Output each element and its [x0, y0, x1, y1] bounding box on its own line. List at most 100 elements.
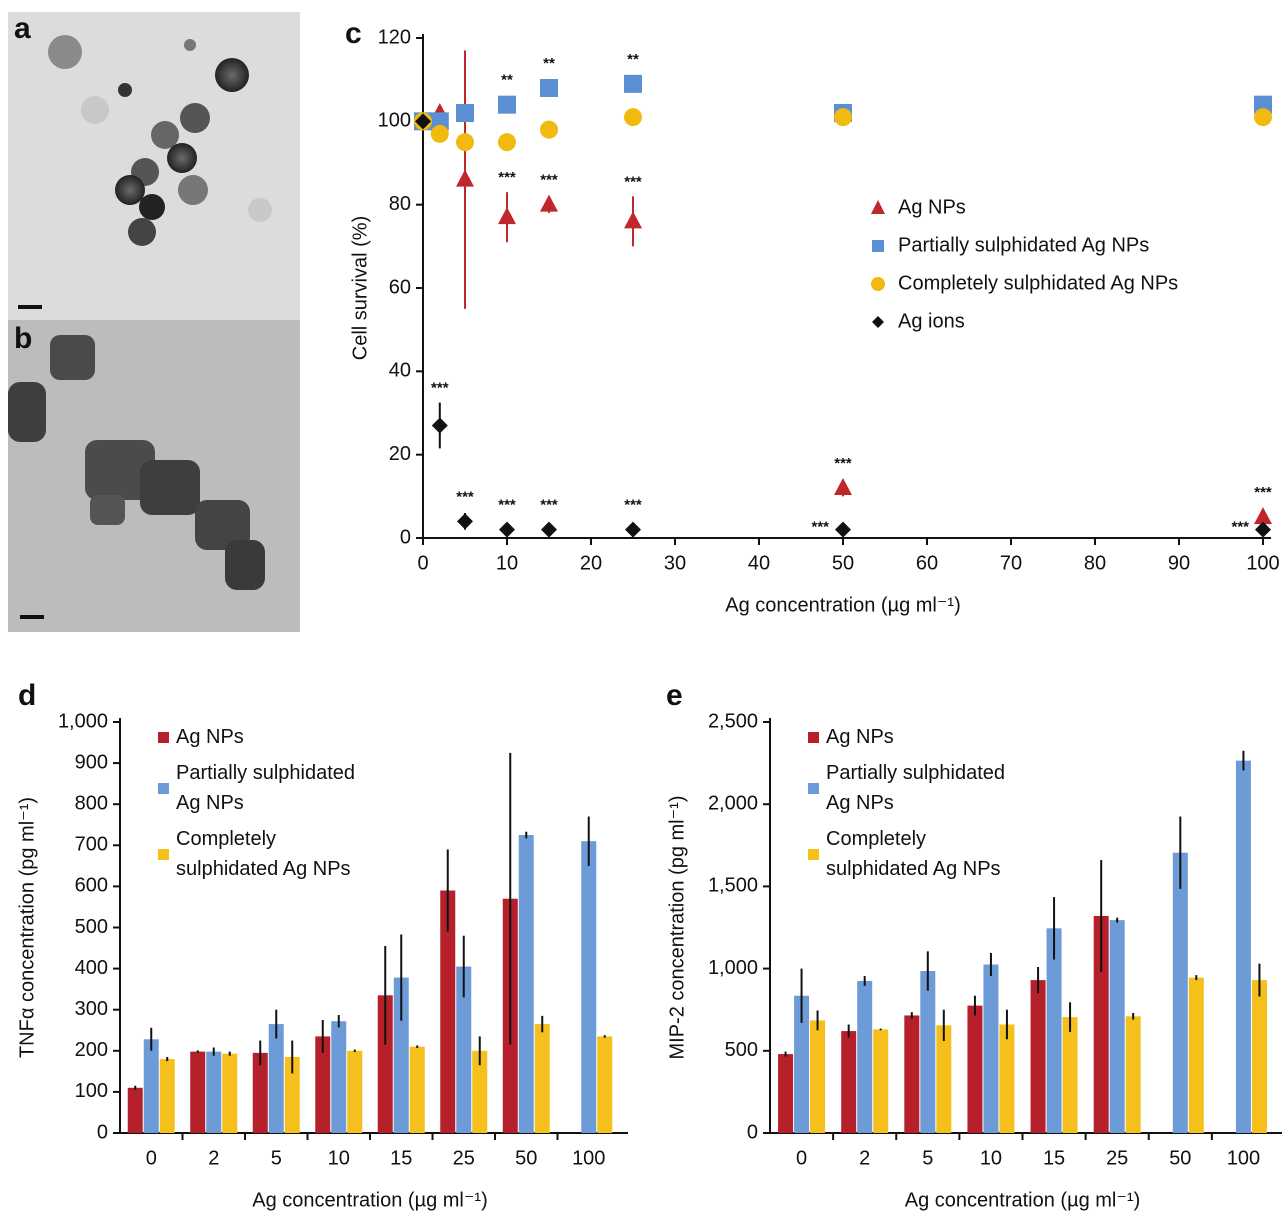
panel-label: a: [14, 12, 31, 45]
y-tick-label: 2,500: [708, 710, 758, 732]
bar: [534, 1024, 550, 1133]
point: [456, 169, 474, 187]
legend-label: Partially sulphidated Ag NPs: [898, 234, 1149, 256]
bar: [1109, 920, 1125, 1133]
significance: **: [627, 51, 639, 68]
bar: [518, 835, 534, 1133]
bar: [1093, 915, 1109, 1133]
significance: ***: [1254, 484, 1272, 501]
point: [430, 124, 449, 143]
x-tick-label: 30: [664, 552, 686, 574]
x-tick-label: 25: [1106, 1147, 1128, 1169]
y-tick-label: 800: [75, 792, 108, 814]
bar: [794, 995, 810, 1133]
legend-label: Ag NPs: [898, 196, 966, 218]
significance: ***: [834, 455, 852, 472]
bar: [1172, 852, 1188, 1133]
y-tick-label: 700: [75, 834, 108, 856]
x-tick-label: 50: [515, 1147, 537, 1169]
point: [540, 79, 558, 97]
y-tick-label: 2,000: [708, 792, 758, 814]
bar: [268, 1024, 284, 1133]
significance: ***: [811, 519, 829, 536]
legend-marker: [872, 240, 884, 252]
point: [625, 521, 641, 538]
point: [834, 108, 852, 127]
point: [499, 521, 515, 538]
y-axis-title: Cell survival (%): [349, 216, 371, 360]
bar: [252, 1052, 268, 1133]
y-tick-label: 40: [389, 360, 411, 382]
bar: [347, 1050, 363, 1133]
bar: [127, 1087, 143, 1133]
point: [835, 521, 851, 538]
legend-swatch: [808, 783, 819, 794]
significance: ***: [498, 497, 516, 514]
y-tick-label: 120: [378, 26, 411, 48]
point: [1255, 521, 1271, 538]
legend-swatch: [808, 732, 819, 743]
point: [624, 74, 642, 93]
bar: [1251, 980, 1267, 1133]
y-tick-label: 1,000: [708, 957, 758, 979]
bar: [920, 971, 936, 1133]
y-tick-label: 100: [378, 110, 411, 132]
bar: [983, 964, 999, 1133]
x-tick-label: 10: [980, 1147, 1002, 1169]
bar: [597, 1036, 613, 1133]
bar: [143, 1039, 159, 1133]
point: [456, 104, 474, 122]
bar: [967, 1005, 983, 1133]
point: [498, 95, 516, 114]
x-tick-label: 80: [1084, 552, 1106, 574]
point: [541, 521, 557, 538]
y-tick-label: 900: [75, 751, 108, 773]
x-tick-label: 100: [1246, 552, 1279, 574]
x-tick-label: 70: [1000, 552, 1022, 574]
x-tick-label: 10: [328, 1147, 350, 1169]
legend-marker: [872, 316, 884, 328]
x-tick-label: 60: [916, 552, 938, 574]
legend-swatch: [808, 849, 819, 860]
x-axis-title: Ag concentration (µg ml⁻¹): [725, 594, 961, 616]
bar: [331, 1021, 347, 1133]
panel-label: b: [14, 322, 32, 355]
significance: ***: [456, 488, 474, 505]
bar: [409, 1046, 425, 1133]
legend-label: Partially sulphidated Ag NPs: [176, 762, 355, 814]
point: [457, 513, 473, 530]
y-tick-label: 0: [747, 1121, 758, 1143]
point: [540, 120, 558, 139]
bar: [159, 1059, 175, 1133]
bar: [190, 1051, 206, 1133]
bar: [393, 977, 409, 1133]
legend-label: Completely sulphidated Ag NPs: [826, 828, 1001, 880]
legend-marker: [871, 277, 885, 291]
panel-label: e: [666, 679, 683, 712]
legend-label: Ag ions: [898, 310, 965, 332]
legend-label: Ag NPs: [176, 726, 244, 748]
point: [624, 211, 642, 229]
bar: [873, 1029, 889, 1133]
significance: ***: [540, 172, 558, 189]
x-tick-label: 15: [390, 1147, 412, 1169]
legend-label: Partially sulphidated Ag NPs: [826, 762, 1005, 814]
y-tick-label: 100: [75, 1080, 108, 1102]
y-tick-label: 80: [389, 193, 411, 215]
y-tick-label: 600: [75, 875, 108, 897]
legend-swatch: [158, 783, 169, 794]
panel-label: c: [345, 17, 362, 50]
legend-label: Ag NPs: [826, 726, 894, 748]
bar: [377, 995, 393, 1133]
significance: **: [543, 55, 555, 72]
legend-label: Completely sulphidated Ag NPs: [176, 828, 351, 880]
point: [834, 478, 852, 495]
significance: ***: [431, 380, 449, 397]
point: [540, 194, 558, 212]
bar: [1188, 977, 1204, 1133]
y-axis-title: MIP-2 concentration (pg ml⁻¹): [666, 796, 688, 1060]
point: [430, 112, 449, 131]
bar: [456, 966, 472, 1133]
point: [1254, 95, 1272, 114]
